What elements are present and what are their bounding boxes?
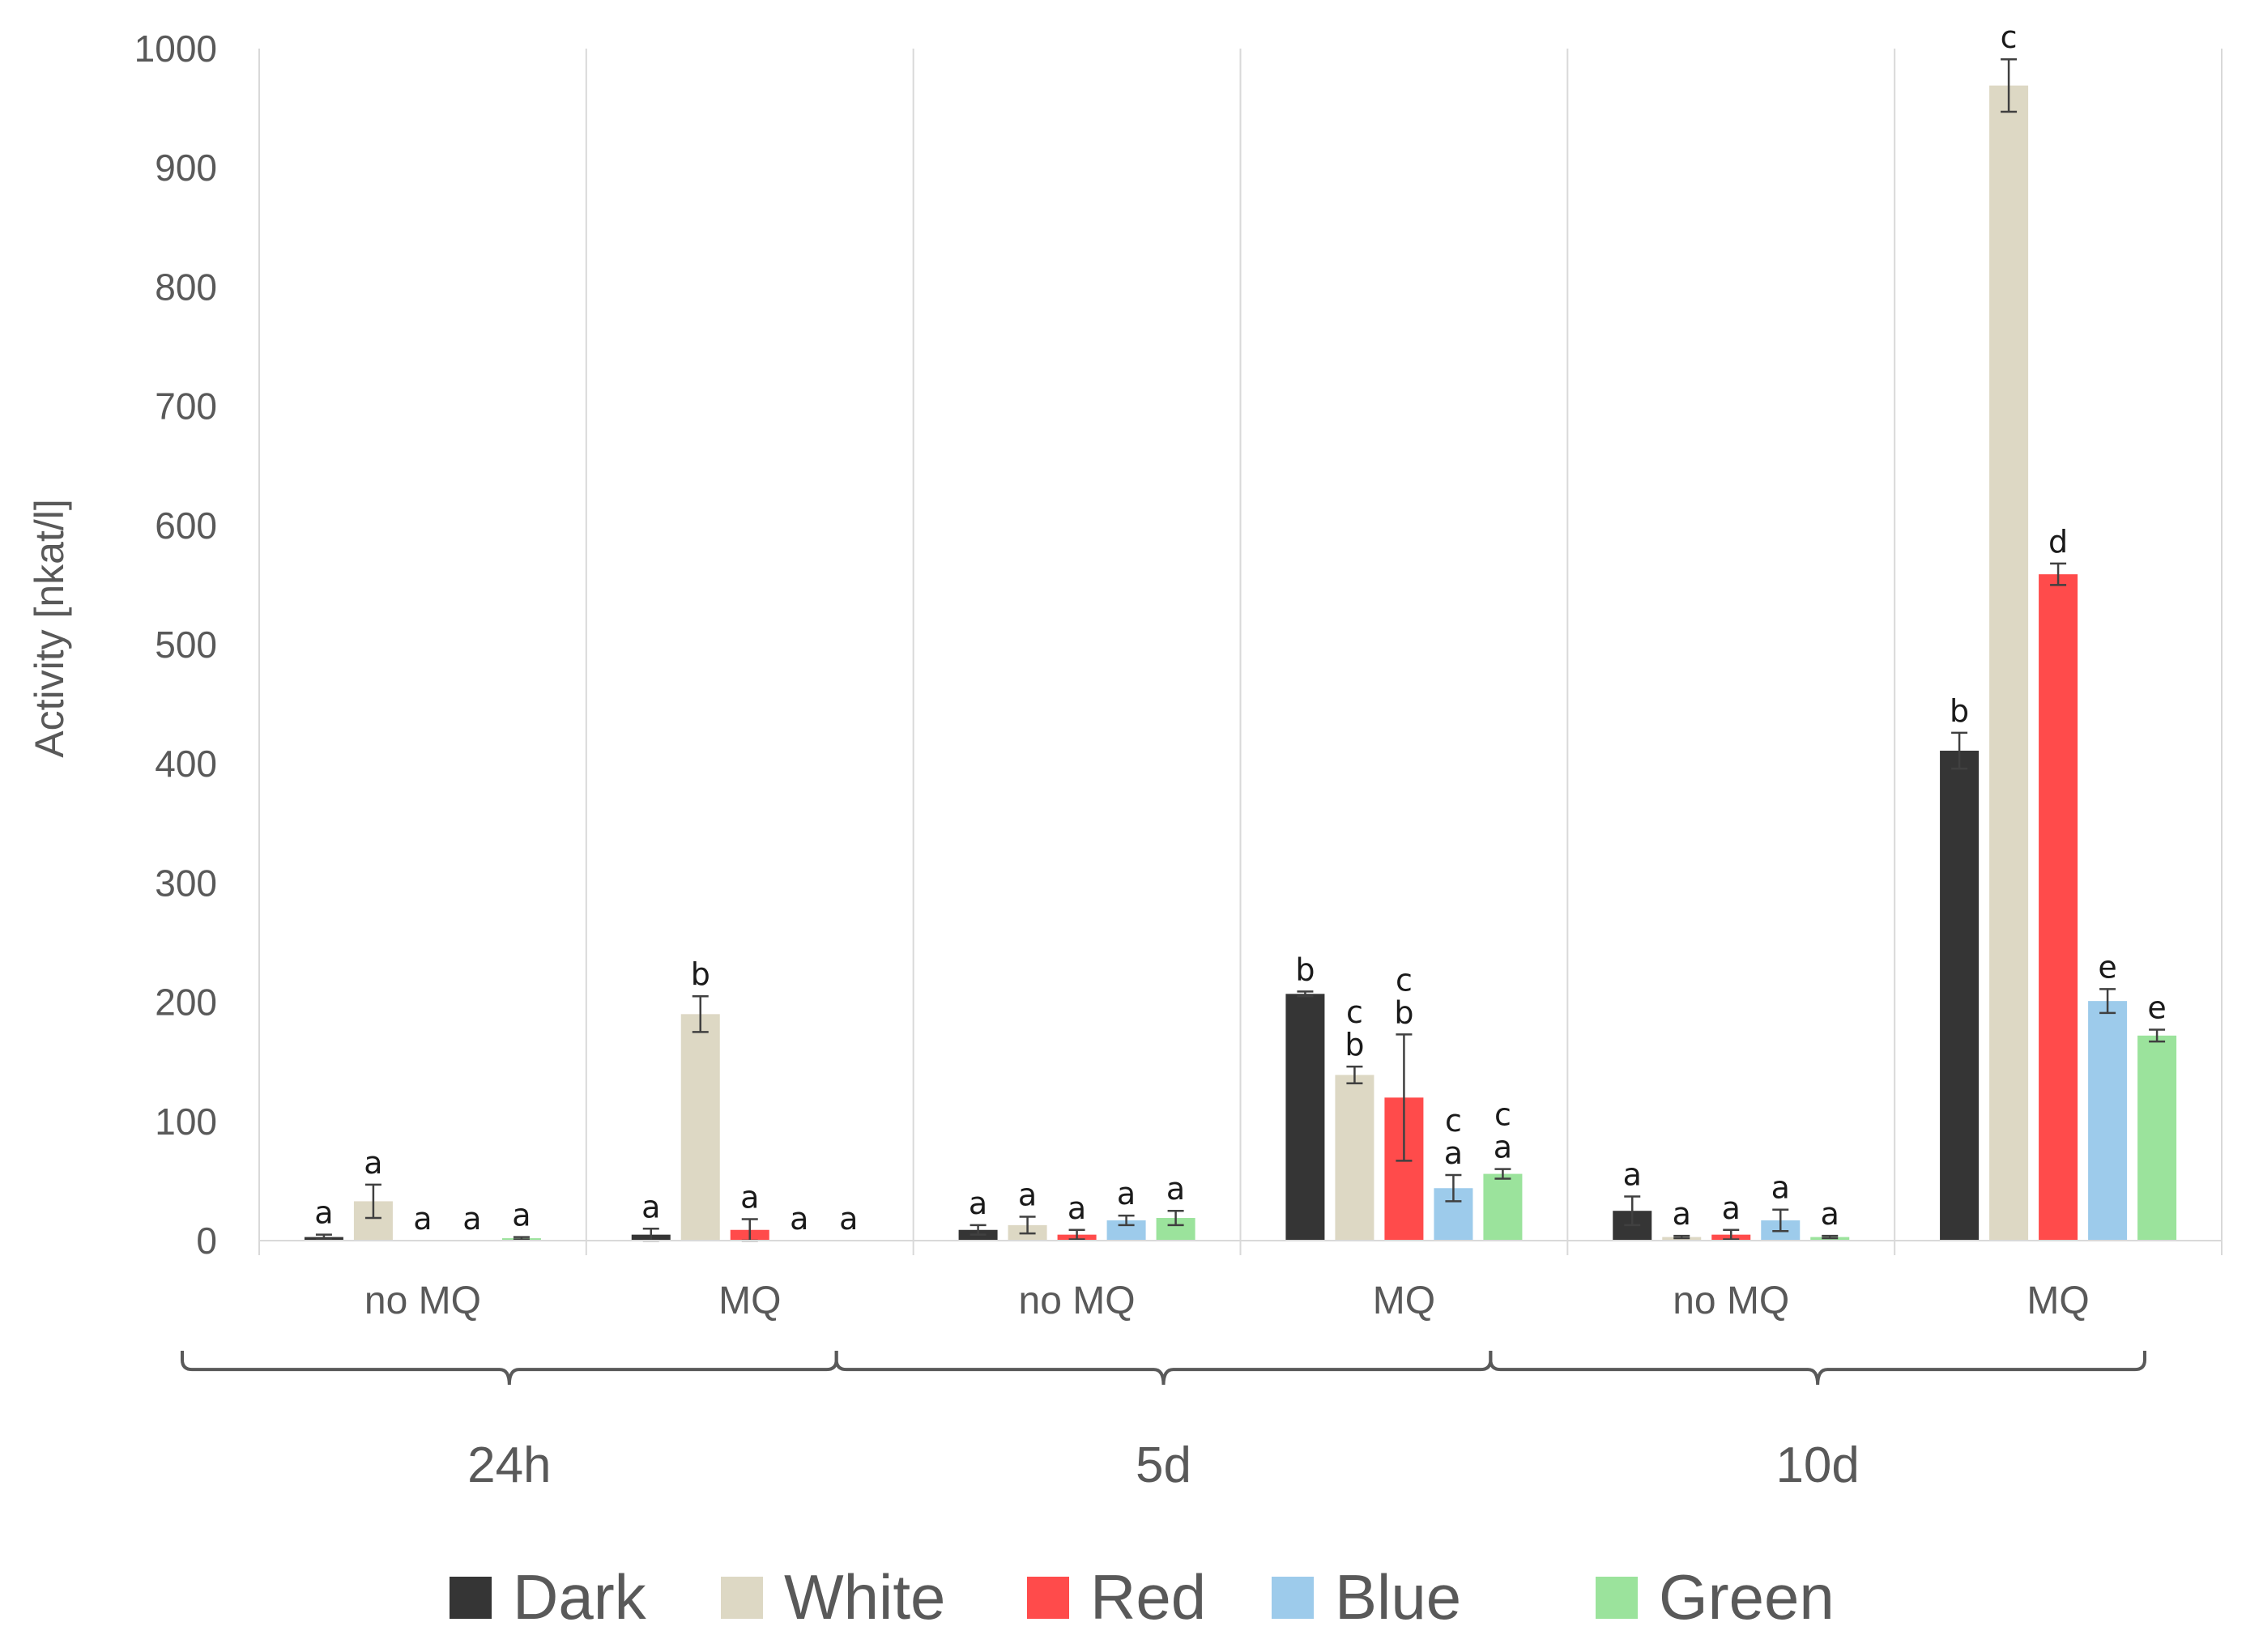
significance-letter: b — [1950, 693, 1969, 729]
significance-letter: a — [641, 1189, 660, 1224]
significance-letter: a — [1722, 1190, 1741, 1226]
significance-letter: a — [1623, 1157, 1642, 1193]
significance-letter: e — [2098, 949, 2116, 985]
significance-letter: a — [1673, 1196, 1691, 1232]
significance-letter: a — [1018, 1177, 1037, 1213]
legend-label-dark: Dark — [513, 1561, 647, 1633]
significance-letter: a — [1771, 1170, 1790, 1206]
category-label: no MQ — [1019, 1279, 1136, 1322]
group-brace — [181, 1351, 838, 1386]
significance-letter: a — [1444, 1135, 1463, 1171]
significance-letter: a — [512, 1198, 531, 1233]
y-tick-label: 600 — [155, 505, 217, 547]
axes: 0 100 200 300 400 500 600 700 800 900 1000 Activity… — [27, 28, 2222, 1493]
significance-letter: e — [2147, 990, 2166, 1025]
gridlines — [258, 49, 2223, 1255]
significance-letter: b — [1394, 994, 1413, 1030]
legend-swatch-red — [1027, 1577, 1069, 1619]
significance-letter: a — [413, 1201, 432, 1237]
legend-label-blue: Blue — [1335, 1561, 1461, 1633]
bars — [304, 85, 2177, 1241]
bar-green — [2137, 1035, 2177, 1241]
significance-letter: c — [1396, 962, 1413, 998]
y-tick-label: 1000 — [134, 28, 217, 70]
significance-letter: a — [740, 1180, 759, 1216]
bar-blue — [2088, 1001, 2128, 1241]
group-brace — [1489, 1351, 2146, 1386]
group-brace — [834, 1351, 1493, 1386]
y-tick-label: 400 — [155, 743, 217, 785]
significance-letter: a — [1494, 1130, 1512, 1165]
bar-green — [1483, 1173, 1523, 1241]
significance-letter: c — [1445, 1103, 1462, 1139]
significance-letter: b — [691, 956, 710, 992]
legend-swatch-green — [1596, 1577, 1638, 1619]
group-label: 24h — [467, 1437, 551, 1493]
group-label: 10d — [1775, 1437, 1859, 1493]
category-label: MQ — [718, 1279, 781, 1322]
legend-swatch-blue — [1272, 1577, 1314, 1619]
bar-red — [2039, 574, 2078, 1241]
significance-letter: b — [1295, 952, 1315, 987]
category-label: no MQ — [1673, 1279, 1789, 1322]
bar-white — [680, 1014, 720, 1241]
significance-letter: a — [462, 1201, 481, 1237]
y-axis-title: Activity [nkat/l] — [27, 499, 72, 758]
group-label: 5d — [1136, 1437, 1191, 1493]
legend: Dark White Red Blue Green — [450, 1561, 1835, 1633]
bar-white — [1989, 85, 2029, 1241]
bar-dark — [1285, 994, 1325, 1241]
legend-label-green: Green — [1659, 1561, 1835, 1633]
significance-letter: c — [2001, 19, 2018, 55]
significance-letter: a — [1166, 1171, 1185, 1207]
error-bars — [315, 57, 2166, 1242]
y-tick-label: 0 — [196, 1220, 217, 1262]
significance-letter: a — [969, 1186, 987, 1221]
bar-dark — [1940, 751, 1980, 1241]
y-tick-label: 700 — [155, 385, 217, 428]
legend-label-red: Red — [1090, 1561, 1206, 1633]
legend-label-white: White — [784, 1561, 945, 1633]
significance-letter: c — [1346, 994, 1363, 1030]
legend-swatch-white — [721, 1577, 763, 1619]
significance-letter: a — [1821, 1196, 1839, 1232]
y-tick-label: 900 — [155, 147, 217, 189]
significance-letter: a — [1117, 1176, 1136, 1211]
significance-letter: b — [1345, 1027, 1364, 1062]
y-tick-label: 800 — [155, 266, 217, 308]
significance-letter: c — [1494, 1097, 1511, 1133]
significance-letter: d — [2048, 524, 2068, 560]
legend-swatch-dark — [450, 1577, 492, 1619]
y-tick-label: 100 — [155, 1101, 217, 1143]
significance-letter: a — [790, 1201, 808, 1237]
significance-letter: a — [1068, 1190, 1086, 1226]
y-tick-label: 300 — [155, 862, 217, 904]
significance-letter: a — [314, 1195, 333, 1231]
y-tick-label: 200 — [155, 981, 217, 1024]
significance-letter: a — [839, 1201, 858, 1237]
category-label: no MQ — [364, 1279, 481, 1322]
significance-letter: a — [364, 1145, 382, 1181]
category-label: MQ — [1373, 1279, 1435, 1322]
category-label: MQ — [2027, 1279, 2089, 1322]
bar-white — [1335, 1075, 1374, 1241]
y-tick-label: 500 — [155, 624, 217, 666]
